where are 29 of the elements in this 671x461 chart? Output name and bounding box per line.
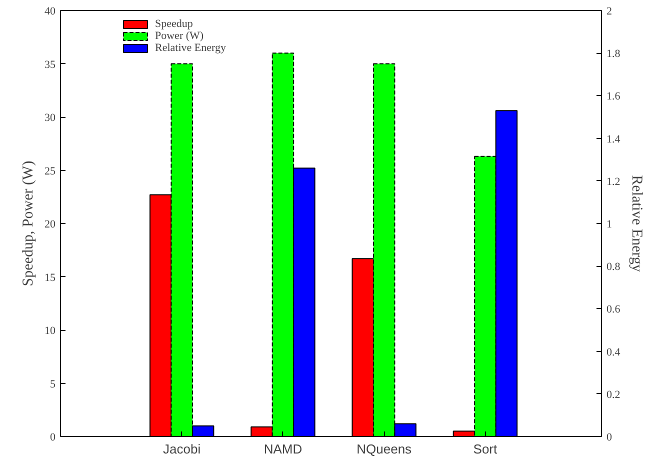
y-tick-label: 5	[50, 378, 56, 390]
y2-axis-title: Relative Energy	[628, 175, 644, 272]
y2-tick-label: 2	[606, 6, 612, 18]
y2-tick-label: 1.2	[606, 176, 620, 188]
y-axis-title: Speedup, Power (W)	[20, 160, 36, 286]
x-tick-label: NAMD	[264, 442, 302, 456]
legend-label: Power (W)	[155, 30, 204, 42]
y-tick-label: 25	[44, 165, 56, 178]
y2-tick-label: 0.4	[606, 346, 621, 358]
y-tick-label: 40	[44, 6, 56, 18]
x-tick-label: Sort	[473, 442, 498, 456]
y-tick-label: 15	[44, 272, 56, 284]
y-tick-label: 35	[44, 58, 56, 71]
y-tick-label: 10	[44, 325, 56, 337]
y-tick-label: 30	[44, 112, 56, 124]
legend-label: Speedup	[155, 18, 193, 30]
y2-tick-label: 1	[606, 218, 612, 230]
y2-tick-label: 1.8	[606, 48, 621, 60]
y2-tick-label: 1.6	[606, 90, 621, 103]
y2-tick-label: 0.6	[606, 304, 621, 316]
y-tick-label: 20	[44, 218, 56, 230]
x-tick-label: NQueens	[356, 442, 412, 456]
x-tick-label: Jacobi	[163, 442, 201, 456]
legend-label: Relative Energy	[155, 42, 226, 54]
y2-tick-label: 0.2	[606, 388, 620, 401]
y2-tick-label: 1.4	[606, 133, 621, 146]
y2-tick-label: 0.8	[606, 261, 621, 274]
y-tick-label: 0	[50, 432, 56, 444]
y2-tick-label: 0	[606, 432, 612, 444]
